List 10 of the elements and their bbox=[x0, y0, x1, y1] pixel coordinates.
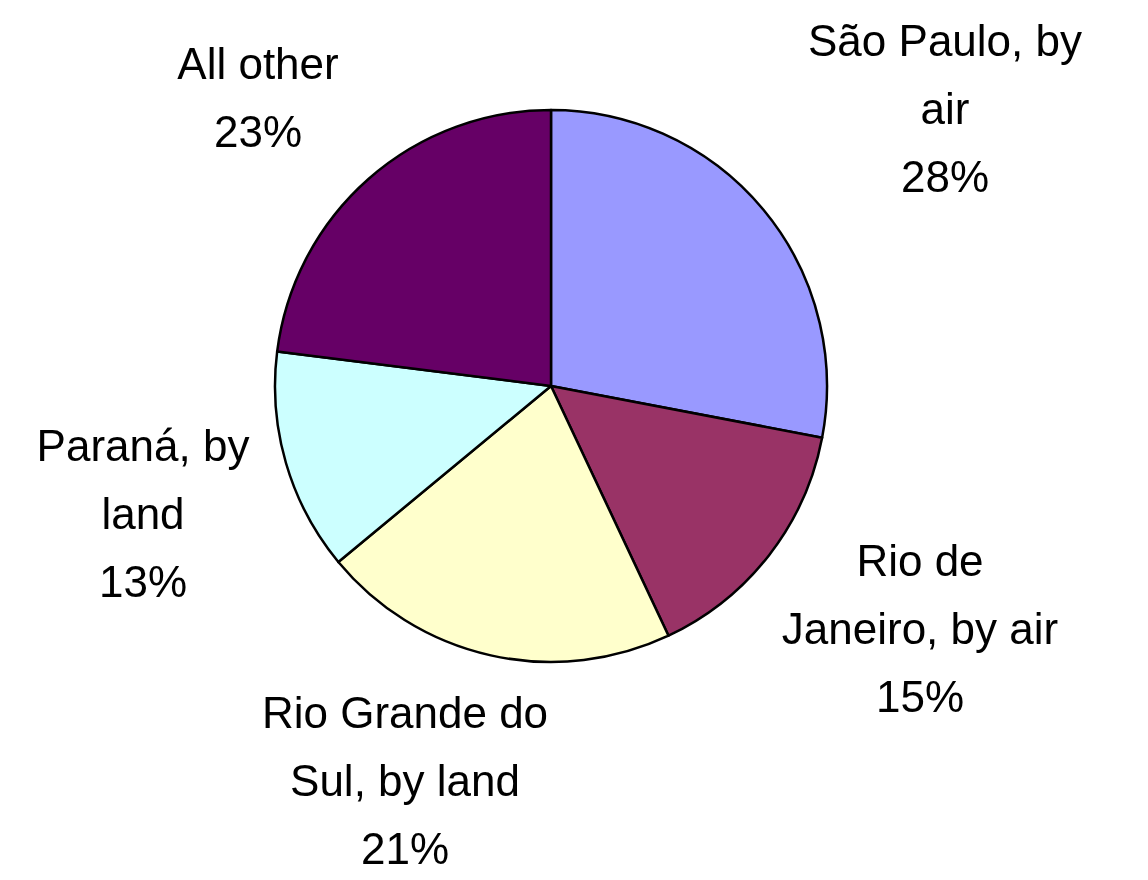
data-label: 15% bbox=[875, 671, 965, 721]
data-label: 23% bbox=[213, 106, 303, 156]
data-label: 21% bbox=[360, 823, 450, 873]
slice-label: São Paulo, by air bbox=[808, 15, 1082, 133]
slice-label: Paraná, by land bbox=[36, 420, 250, 538]
slice-label: Rio Grande do Sul, by land bbox=[261, 687, 549, 805]
data-label: 28% bbox=[900, 151, 990, 201]
slice-label: All other bbox=[177, 38, 339, 88]
data-label: 13% bbox=[98, 556, 188, 606]
slice-label: Rio de Janeiro, by air bbox=[781, 535, 1059, 653]
